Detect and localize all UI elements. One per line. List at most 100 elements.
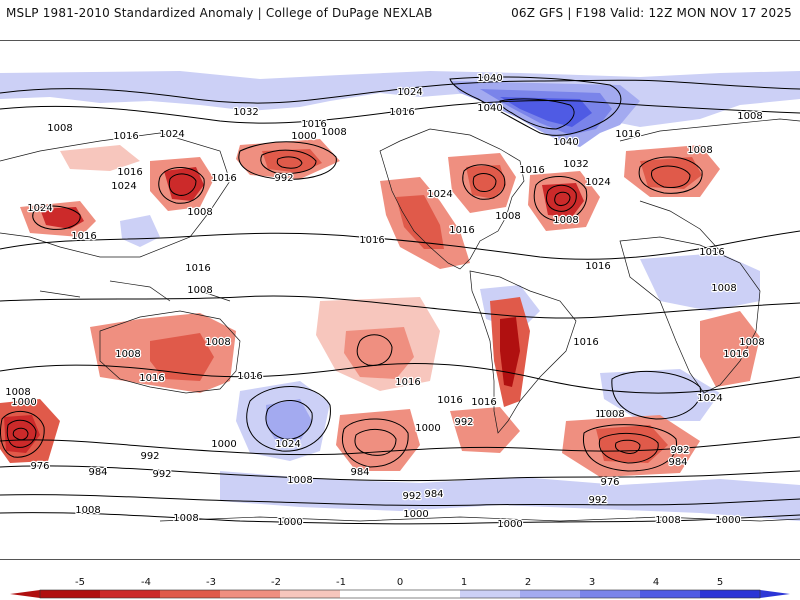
isobar-atlantic-low-core xyxy=(554,191,571,206)
isobar-se-pacific-low xyxy=(342,418,409,468)
neg-anomaly-drake xyxy=(450,407,520,453)
isobar-s-indian-low xyxy=(582,424,677,472)
isobar-label: 1016 xyxy=(585,261,610,272)
isobar-labels: 1032 1024 1016 1008 1016 1024 1016 1024 … xyxy=(4,72,766,531)
isobar-label: 1016 xyxy=(211,173,236,184)
neg-anomaly-europe-core xyxy=(640,157,702,189)
isobar-label: 1016 xyxy=(519,165,544,176)
isobar-label: 1008 xyxy=(737,111,762,122)
isobar-atlantic-low-inner xyxy=(545,184,577,212)
colorbar-tick: -1 xyxy=(336,577,346,588)
isobar-aleutian-low xyxy=(238,141,337,180)
isobar-label: 992 xyxy=(140,451,159,462)
colorbar-frame xyxy=(39,589,761,599)
isobar-label: 1024 xyxy=(27,203,52,214)
neg-anomaly-aleutian-core xyxy=(262,149,322,173)
anomaly-colorbar: -5 -4 -3 -2 -1 0 1 2 3 4 5 xyxy=(10,577,790,599)
colorbar-right-arrow xyxy=(760,590,790,598)
isobar-label: 1016 xyxy=(117,167,142,178)
isobar-label: 1024 xyxy=(585,177,610,188)
colorbar-swatch-pos2 xyxy=(520,590,581,598)
isobar-southern-1000-b xyxy=(0,494,800,507)
isobar-label: 1008 xyxy=(739,337,764,348)
neg-anomaly-se-pacific xyxy=(336,409,420,471)
isobar-label: 1000 xyxy=(403,509,428,520)
coast-north-america xyxy=(379,128,525,270)
coast-antarctica xyxy=(159,516,800,522)
map-panel: 1032 1024 1016 1008 1016 1024 1016 1024 … xyxy=(0,40,800,560)
colorbar-tick: -4 xyxy=(141,577,151,588)
isobar-label: 992 xyxy=(402,491,421,502)
colorbar-tick: -2 xyxy=(271,577,281,588)
colorbar-tick: 5 xyxy=(717,577,723,588)
isobar-label: 1016 xyxy=(437,395,462,406)
isobar-label: 1008 xyxy=(205,337,230,348)
isobar-label: 1008 xyxy=(655,515,680,526)
isobar-sw-indian-low-core xyxy=(12,427,29,441)
colorbar-left-arrow xyxy=(10,590,40,598)
isobar-atlantic-low xyxy=(533,175,588,222)
isobar-contours xyxy=(0,76,800,525)
isobar-label: 992 xyxy=(274,173,293,184)
pos-anomaly-indian-ocean xyxy=(600,369,720,421)
isobar-label: 1000 xyxy=(11,397,36,408)
isobar-label: 1008 xyxy=(553,215,578,226)
isobar-europe-low-inner xyxy=(651,165,691,188)
isobar-label: 984 xyxy=(424,489,443,500)
colorbar-swatch-pos5 xyxy=(700,590,761,598)
isobar-aleutian-low-inner xyxy=(260,149,317,174)
isobar-sw-indian-low xyxy=(0,411,45,458)
isobar-label: 1000 xyxy=(277,517,302,528)
colorbar-tick: 3 xyxy=(589,577,595,588)
isobar-label: 1016 xyxy=(139,373,164,384)
colorbar-swatch-pos3 xyxy=(580,590,641,598)
neg-anomaly-china-core xyxy=(40,207,84,229)
isobar-label: 1008 xyxy=(47,123,72,134)
neg-anomaly-s-america-core xyxy=(500,317,520,387)
isobar-label: 992 xyxy=(152,469,171,480)
isobar-sw-indian-low-inner xyxy=(6,419,37,448)
isobar-label: 1016 xyxy=(359,235,384,246)
isobar-label: 984 xyxy=(88,467,107,478)
isobar-europe-low xyxy=(638,156,703,194)
coast-eurasia xyxy=(0,118,800,258)
pos-anomaly-south-pacific-core xyxy=(266,399,312,441)
isobar-arctic-1032 xyxy=(0,79,800,104)
isobar-label: 1008 xyxy=(187,285,212,296)
isobar-label: 1016 xyxy=(615,129,640,140)
isobar-label: 1008 xyxy=(711,283,736,294)
isobar-arctic-1024 xyxy=(0,100,800,124)
isobar-southern-1008 xyxy=(0,512,800,525)
isobar-tropics-1008 xyxy=(0,295,800,319)
isobar-label: 1008 xyxy=(495,211,520,222)
isobar-label: 1008 xyxy=(687,145,712,156)
isobar-label: 1000 xyxy=(497,519,522,530)
isobar-label: 976 xyxy=(30,461,49,472)
colorbar-tick: -3 xyxy=(206,577,216,588)
isobar-label: 1000 xyxy=(415,423,440,434)
isobar-label: 984 xyxy=(350,467,369,478)
isobar-subtropical-1016-n xyxy=(0,230,800,260)
isobar-south-pacific-high xyxy=(246,385,331,452)
isobar-label: 976 xyxy=(600,477,619,488)
isobar-label: 1016 xyxy=(395,377,420,388)
colorbar-swatch-neg5 xyxy=(40,590,101,598)
isobar-label: 1024 xyxy=(427,189,452,200)
colorbar-swatch-neg3 xyxy=(160,590,221,598)
pos-anomaly-arctic-band xyxy=(0,71,800,127)
colorbar-swatch-pos4 xyxy=(640,590,701,598)
neg-anomaly-madagascar xyxy=(700,311,760,387)
colorbar-tick: 0 xyxy=(397,577,403,588)
coast-south-america xyxy=(469,270,577,434)
colorbar-swatch-neutral xyxy=(340,590,401,598)
isobar-label: 1008 xyxy=(321,127,346,138)
neg-anomaly-hudson-core xyxy=(466,165,506,199)
isobar-s-indian-low-inner xyxy=(598,432,659,464)
isobar-label: 1000 xyxy=(211,439,236,450)
isobar-china-low xyxy=(32,205,81,230)
isobar-label: 1000 xyxy=(715,515,740,526)
isobar-label: 1016 xyxy=(471,397,496,408)
isobar-label: 1016 xyxy=(723,349,748,360)
isobar-label: 1016 xyxy=(389,107,414,118)
isobar-label: 1008 xyxy=(599,409,624,420)
